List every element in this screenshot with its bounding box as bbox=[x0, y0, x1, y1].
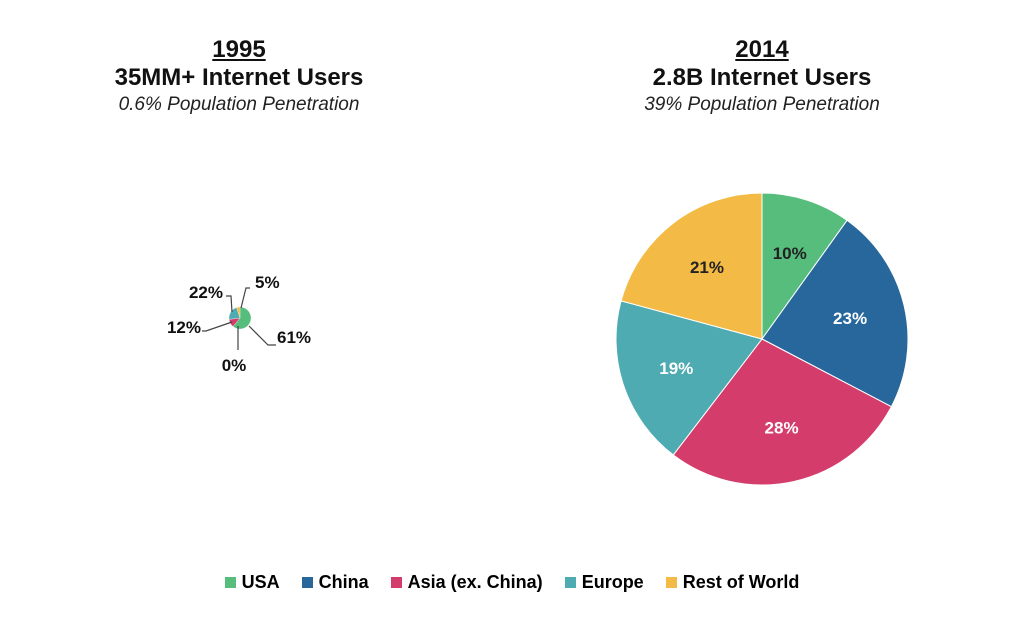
leader-line bbox=[240, 287, 250, 309]
header-1995: 1995 35MM+ Internet Users 0.6% Populatio… bbox=[39, 36, 439, 118]
pie-slice bbox=[620, 192, 763, 340]
legend-swatch bbox=[224, 577, 236, 588]
data-label: 21% bbox=[690, 258, 724, 277]
pie-slice bbox=[761, 219, 909, 408]
legend: USA China Asia (ex. China) Europe Rest o… bbox=[0, 572, 1024, 593]
legend-label: China bbox=[318, 572, 369, 592]
data-label: 61% bbox=[277, 328, 311, 347]
pie-slice bbox=[761, 192, 848, 341]
data-label: 19% bbox=[659, 359, 693, 378]
legend-label: Europe bbox=[581, 572, 644, 592]
data-label: 28% bbox=[765, 418, 799, 437]
legend-swatch bbox=[301, 577, 313, 588]
chart-title: 2.8B Internet Users bbox=[652, 64, 872, 91]
legend-item: Asia (ex. China) bbox=[390, 572, 543, 593]
data-label: 22% bbox=[189, 283, 223, 302]
legend-swatch bbox=[665, 577, 677, 588]
legend-label: Asia (ex. China) bbox=[407, 572, 543, 592]
leader-line bbox=[202, 321, 233, 332]
chart-title: 35MM+ Internet Users bbox=[114, 64, 364, 91]
data-label: 23% bbox=[833, 309, 867, 328]
year-label: 2014 bbox=[735, 36, 789, 63]
leader-line bbox=[226, 295, 233, 313]
leader-line bbox=[248, 325, 276, 346]
legend-swatch bbox=[564, 577, 576, 588]
legend-item: Europe bbox=[564, 572, 644, 593]
data-label: 0% bbox=[222, 356, 247, 375]
data-label: 12% bbox=[167, 318, 201, 337]
legend-label: Rest of World bbox=[682, 572, 800, 592]
legend-label: USA bbox=[241, 572, 280, 592]
data-label: 5% bbox=[255, 273, 280, 292]
chart-subtitle: 0.6% Population Penetration bbox=[118, 94, 360, 115]
header-2014: 2014 2.8B Internet Users 39% Population … bbox=[562, 36, 962, 118]
chart-subtitle: 39% Population Penetration bbox=[644, 94, 880, 115]
legend-item: USA bbox=[224, 572, 280, 593]
year-label: 1995 bbox=[212, 36, 266, 63]
pie-slice bbox=[615, 300, 763, 456]
data-label: 10% bbox=[773, 244, 807, 263]
legend-item: China bbox=[301, 572, 369, 593]
pie-slice bbox=[236, 306, 241, 319]
pie-slice bbox=[672, 338, 893, 486]
legend-swatch bbox=[390, 577, 402, 588]
legend-item: Rest of World bbox=[665, 572, 800, 593]
pie-slice bbox=[232, 306, 252, 330]
